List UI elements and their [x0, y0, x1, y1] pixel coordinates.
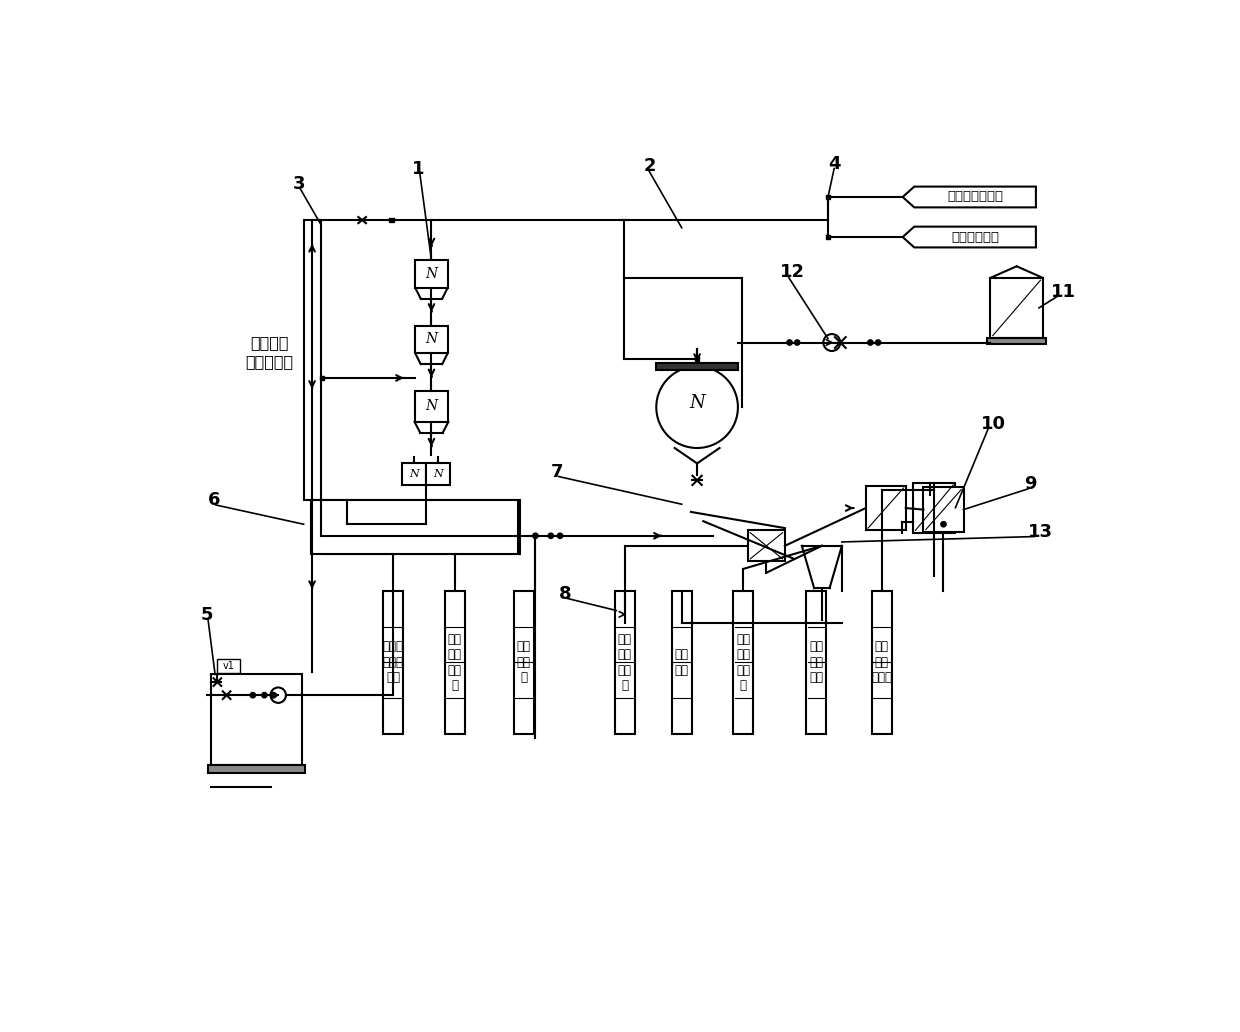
- Text: 成品
包装: 成品 包装: [675, 648, 688, 677]
- Bar: [434, 534, 439, 538]
- Circle shape: [823, 334, 841, 351]
- Text: N: N: [409, 470, 419, 479]
- Bar: [414, 391, 449, 422]
- Text: 10: 10: [981, 415, 1006, 433]
- Circle shape: [795, 341, 800, 345]
- Text: 计量加入碳酸钙: 计量加入碳酸钙: [947, 191, 1003, 203]
- Circle shape: [941, 522, 946, 526]
- Bar: [217, 659, 241, 673]
- Circle shape: [548, 534, 553, 538]
- Text: 4: 4: [828, 155, 841, 173]
- Circle shape: [270, 687, 286, 703]
- Text: N: N: [425, 332, 438, 347]
- Bar: [310, 499, 518, 553]
- Bar: [866, 486, 905, 530]
- Text: 硫酸
来自
硫酸库: 硫酸 来自 硫酸库: [872, 641, 893, 684]
- Bar: [444, 591, 465, 734]
- Bar: [806, 591, 826, 734]
- Text: 3: 3: [293, 174, 305, 193]
- Text: 碘吸收液
来自吸收塔: 碘吸收液 来自吸收塔: [246, 334, 294, 369]
- Bar: [615, 591, 635, 734]
- Bar: [324, 499, 520, 553]
- Text: 12: 12: [780, 263, 805, 281]
- Bar: [402, 463, 427, 485]
- Text: 6: 6: [208, 490, 221, 509]
- Circle shape: [272, 692, 277, 698]
- Text: 废渣去
硫酸萃
取槽: 废渣去 硫酸萃 取槽: [382, 641, 403, 684]
- Bar: [826, 234, 831, 239]
- Bar: [913, 483, 956, 533]
- Text: N: N: [689, 394, 706, 413]
- Bar: [427, 463, 450, 485]
- Bar: [748, 530, 785, 561]
- Circle shape: [787, 341, 792, 345]
- Bar: [208, 766, 305, 773]
- Text: 2: 2: [644, 157, 656, 175]
- Text: 计量加入铝盐: 计量加入铝盐: [951, 230, 999, 244]
- Bar: [694, 356, 699, 361]
- Bar: [383, 591, 403, 734]
- Text: 1: 1: [412, 160, 424, 178]
- Text: 9: 9: [1024, 475, 1037, 493]
- Text: 5: 5: [201, 606, 213, 624]
- Circle shape: [616, 606, 634, 622]
- Bar: [656, 362, 738, 370]
- Text: v1: v1: [223, 660, 234, 671]
- Polygon shape: [903, 187, 1035, 207]
- Bar: [415, 260, 448, 288]
- Text: N: N: [425, 267, 438, 281]
- Circle shape: [262, 692, 267, 698]
- Bar: [672, 591, 692, 734]
- Text: N: N: [433, 470, 443, 479]
- Text: N: N: [425, 399, 438, 414]
- Bar: [304, 220, 321, 499]
- Text: 13: 13: [1028, 523, 1053, 541]
- Circle shape: [250, 692, 255, 698]
- Circle shape: [558, 534, 563, 538]
- Circle shape: [868, 341, 873, 345]
- Bar: [320, 376, 325, 380]
- Text: 11: 11: [1052, 283, 1076, 300]
- Circle shape: [875, 341, 880, 345]
- Text: 放空
或引
至地
沟: 放空 或引 至地 沟: [618, 633, 631, 692]
- Bar: [389, 218, 394, 223]
- Bar: [826, 195, 831, 199]
- Bar: [415, 325, 448, 353]
- Bar: [987, 337, 1045, 344]
- Text: 引至
尾渣
槽: 引至 尾渣 槽: [517, 641, 531, 684]
- Circle shape: [533, 534, 538, 538]
- Bar: [991, 278, 1043, 337]
- Text: 7: 7: [551, 463, 563, 481]
- Text: 滤液
送至
调浆
槽: 滤液 送至 调浆 槽: [737, 633, 750, 692]
- Bar: [211, 674, 303, 766]
- Bar: [924, 487, 963, 531]
- Bar: [872, 591, 892, 734]
- Text: 8: 8: [558, 584, 572, 603]
- Text: 迷主
氧化
碘析
槽: 迷主 氧化 碘析 槽: [448, 633, 461, 692]
- Circle shape: [656, 366, 738, 448]
- Bar: [513, 591, 534, 734]
- Polygon shape: [903, 227, 1035, 248]
- Bar: [733, 591, 754, 734]
- Text: 滤汽
来自
外管: 滤汽 来自 外管: [810, 641, 823, 684]
